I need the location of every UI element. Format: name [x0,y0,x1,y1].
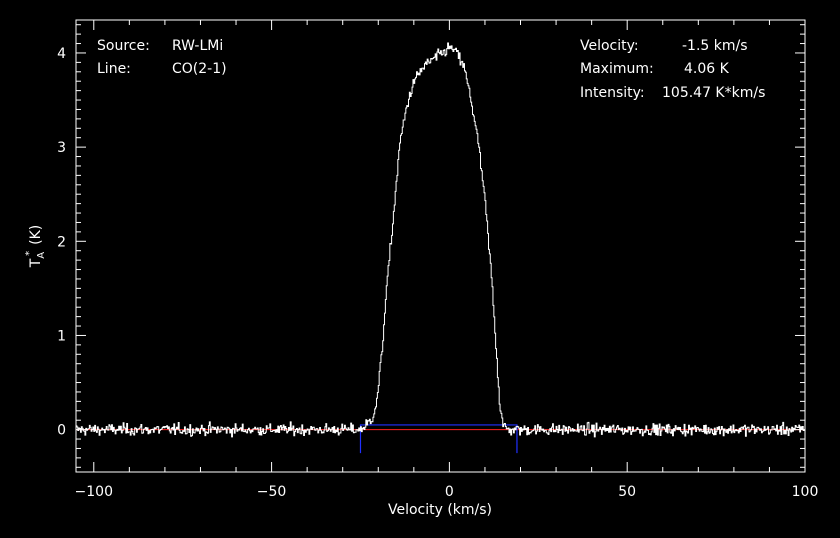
y-tick-label: 1 [57,328,66,344]
y-tick-label: 2 [57,234,66,250]
plot-layer [76,42,806,454]
line-value: CO(2-1) [172,61,227,77]
source-value: RW-LMi [172,38,223,54]
window-marker [359,424,518,454]
x-tick-label: −50 [257,484,287,500]
x-tick-label: −100 [75,484,113,500]
y-axis-label-unit: (K) [28,225,44,245]
intensity-key: Intensity: [580,85,645,101]
y-tick-label: 3 [57,140,66,156]
y-tick-label: 0 [57,423,66,439]
spectrum-series [76,42,806,438]
intensity-value: 105.47 K*km/s [662,85,765,101]
maximum-value: 4.06 K [684,61,730,77]
x-axis-label: Velocity (km/s) [388,502,492,518]
y-axis-label-main: T [28,258,44,268]
y-axis-label-sup: * [24,251,35,256]
x-tick-label: 50 [618,484,636,500]
y-axis-label: TA* (K) [24,225,47,269]
annotations-right: Velocity: -1.5 km/s Maximum: 4.06 K Inte… [580,38,765,101]
velocity-key: Velocity: [580,38,639,54]
y-axis-label-sub: A [36,252,47,259]
maximum-key: Maximum: [580,61,654,77]
line-key: Line: [97,61,131,77]
svg-text:TA*(K): TA* (K) [24,225,47,269]
annotations-left: Source: RW-LMi Line: CO(2-1) [97,38,227,77]
velocity-value: -1.5 km/s [682,38,748,54]
x-tick-label: 0 [445,484,454,500]
plot-frame [75,19,806,473]
source-key: Source: [97,38,150,54]
y-tick-label: 4 [57,46,66,62]
x-tick-label: 100 [792,484,819,500]
ticks-layer: −100 −50 0 50 100 0 1 2 3 4 [57,20,818,500]
